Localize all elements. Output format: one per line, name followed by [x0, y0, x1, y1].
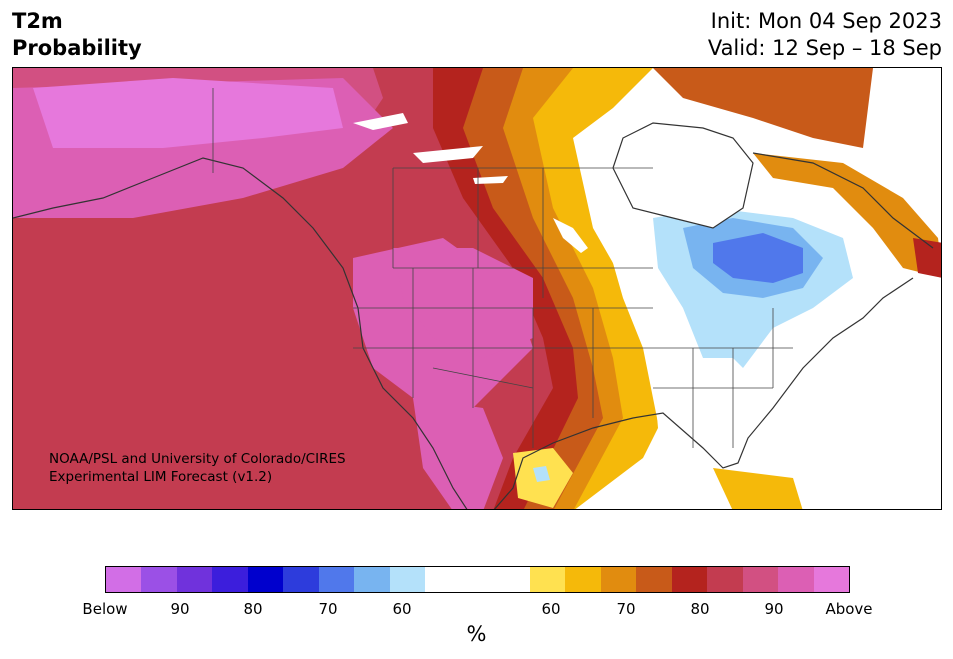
forecast-dates: Init: Mon 04 Sep 2023 Valid: 12 Sep – 18…	[708, 8, 942, 62]
colorbar-above-segment	[707, 567, 743, 592]
title-variable: T2m	[12, 9, 63, 33]
great-bear-lake	[413, 146, 483, 163]
colorbar-above-segment	[529, 567, 566, 592]
colorbar-tick-label: 80	[690, 600, 710, 618]
colorbar-tick-label: 60	[392, 600, 412, 618]
above-zone-florida-cuba	[713, 468, 803, 509]
below-70-zone	[713, 233, 803, 283]
colorbar-neutral-segment	[425, 567, 530, 592]
great-slave-lake	[353, 113, 408, 130]
colorbar-unit-label: %	[466, 622, 487, 646]
colorbar-tick-label: Above	[825, 600, 873, 618]
attribution: NOAA/PSL and University of Colorado/CIRE…	[49, 450, 346, 486]
colorbar-above-segment	[565, 567, 601, 592]
colorbar-below-segment	[389, 567, 426, 592]
map-title: T2m Probability	[12, 8, 142, 62]
colorbar	[105, 566, 850, 593]
colorbar-above-segment	[813, 567, 850, 592]
colorbar-above-segment	[742, 567, 779, 592]
colorbar-ticks: Below 90 80 70 60 60 70 80 90 Above	[0, 600, 953, 620]
colorbar-above-segment	[636, 567, 672, 592]
above-strong-zone-mexico	[413, 398, 503, 509]
colorbar-below-segment	[106, 567, 142, 592]
coastlines	[13, 122, 934, 509]
below-spot-texas	[533, 466, 550, 482]
valid-range: Valid: 12 Sep – 18 Sep	[707, 36, 942, 60]
title-quantity: Probability	[12, 36, 142, 60]
colorbar-tick-label: 90	[170, 600, 190, 618]
above-strong-zone-plains	[393, 248, 533, 358]
colorbar-below-segment	[176, 567, 213, 592]
colorbar-tick-label: 60	[541, 600, 561, 618]
colorbar-above-segment	[778, 567, 814, 592]
colorbar-below-segment	[318, 567, 355, 592]
above-zone-greenland	[653, 68, 873, 148]
probability-map	[12, 67, 942, 510]
colorbar-below-segment	[141, 567, 177, 592]
lake-athabasca	[473, 176, 508, 184]
init-date: Init: Mon 04 Sep 2023	[710, 9, 942, 33]
attribution-line-2: Experimental LIM Forecast (v1.2)	[49, 469, 273, 485]
above-zone-newfoundland	[913, 238, 941, 278]
colorbar-below-segment	[283, 567, 319, 592]
colorbar-above-segment	[671, 567, 708, 592]
colorbar-below-segment	[212, 567, 248, 592]
above-max-zone-alaska	[33, 78, 343, 148]
colorbar-tick-label: 70	[318, 600, 338, 618]
colorbar-tick-label: 80	[243, 600, 263, 618]
colorbar-tick-label: 70	[616, 600, 636, 618]
colorbar-above-segment	[600, 567, 637, 592]
state-province-borders	[212, 88, 793, 448]
above-zone-labrador	[753, 153, 941, 278]
colorbar-tick-label: 90	[764, 600, 784, 618]
attribution-line-1: NOAA/PSL and University of Colorado/CIRE…	[49, 451, 346, 467]
colorbar-below-segment	[247, 567, 284, 592]
map-canvas	[13, 68, 941, 509]
colorbar-below-segment	[354, 567, 390, 592]
lake-winnipeg	[553, 218, 588, 253]
colorbar-tick-label: Below	[82, 600, 128, 618]
hudson-bay	[613, 138, 753, 228]
